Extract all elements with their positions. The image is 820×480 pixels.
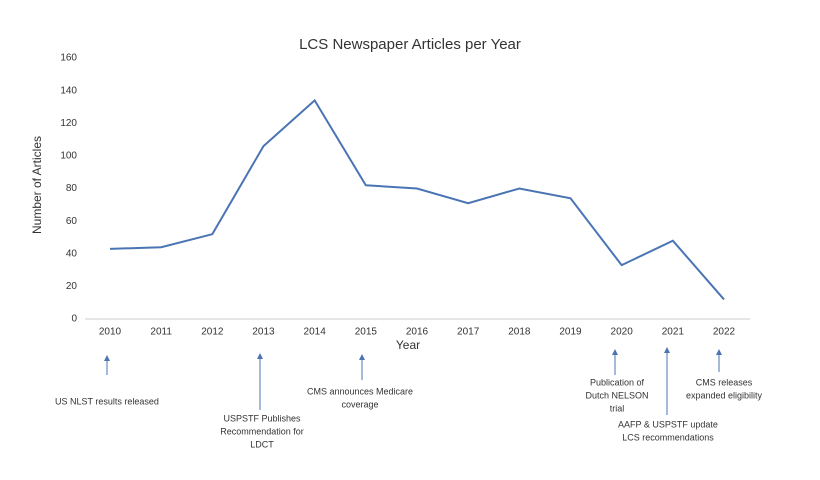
x-tick-label: 2020 [611,327,634,338]
annotation-text: Recommendation for [220,426,304,436]
annotation-text: LCS recommendations [622,432,714,442]
x-axis-label: Year [396,338,420,352]
annotation-text: CMS releases [696,377,753,387]
y-tick-label: 100 [60,151,77,162]
y-tick-label: 80 [66,183,78,194]
y-tick-label: 60 [66,216,78,227]
y-tick-label: 0 [71,314,77,325]
annotation-text: coverage [341,399,378,409]
x-tick-label: 2017 [457,327,480,338]
annotation-text: US NLST results released [55,396,159,406]
y-axis-label: Number of Articles [30,136,44,234]
x-tick-label: 2014 [304,327,327,338]
y-tick-label: 160 [60,53,77,64]
annotation-text: AAFP & USPSTF update [618,419,718,429]
chart-title: LCS Newspaper Articles per Year [299,36,521,53]
annotation-text: Publication of [590,377,645,387]
annotation-text: trial [610,403,625,413]
y-tick-label: 140 [60,85,77,96]
y-tick-label: 40 [66,248,78,259]
x-tick-label: 2022 [713,327,736,338]
x-tick-label: 2011 [150,327,172,338]
x-tick-label: 2016 [406,327,429,338]
y-tick-label: 120 [60,118,77,129]
x-tick-label: 2010 [99,327,122,338]
x-tick-label: 2021 [662,327,685,338]
x-tick-label: 2019 [559,327,582,338]
x-tick-label: 2013 [252,327,275,338]
y-tick-label: 20 [66,281,78,292]
data-line [109,98,725,301]
annotation-text: LDCT [250,439,274,449]
annotation-text: Dutch NELSON [585,390,648,400]
annotation-text: expanded eligibility [686,390,763,400]
x-tick-label: 2012 [201,327,224,338]
annotation-text: CMS announces Medicare [307,386,413,396]
x-tick-label: 2018 [508,327,531,338]
annotation-text: USPSTF Publishes [223,413,301,423]
x-tick-label: 2015 [355,327,378,338]
